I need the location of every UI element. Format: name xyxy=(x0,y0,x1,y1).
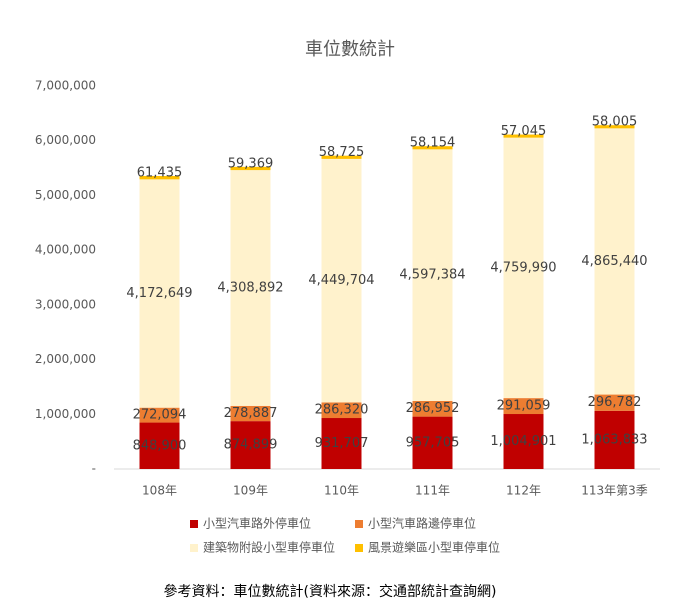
legend-label: 小型汽車路邊停車位 xyxy=(368,516,476,531)
bar-segment xyxy=(412,400,453,417)
data-label: 4,597,384 xyxy=(399,268,465,283)
legend-swatch xyxy=(355,544,363,552)
y-tick-label: 1,000,000 xyxy=(35,407,96,421)
bar-segment xyxy=(321,155,362,159)
bar-segment xyxy=(230,405,271,422)
data-label: 61,435 xyxy=(137,166,183,181)
bar-segment xyxy=(321,418,362,469)
bar-segment xyxy=(594,125,635,129)
data-label: 278,887 xyxy=(224,406,278,421)
data-label: 4,449,704 xyxy=(308,273,374,288)
bar-segment xyxy=(503,137,544,399)
x-tick-label: 109年 xyxy=(233,484,268,498)
y-tick-label: 3,000,000 xyxy=(35,297,96,311)
bar-segment xyxy=(230,170,271,406)
data-label: 4,865,440 xyxy=(581,254,647,269)
data-label: 1,063,833 xyxy=(581,432,647,447)
bar-segment xyxy=(321,402,362,419)
bar-segment xyxy=(412,416,453,469)
bar-segment xyxy=(321,158,362,403)
bar-segment xyxy=(139,422,180,469)
source-note: 參考資料：車位數統計(資料來源：交通部統計查詢網) xyxy=(164,583,497,600)
data-label: 58,005 xyxy=(592,115,638,130)
data-label: 291,059 xyxy=(497,399,551,414)
data-label: 272,094 xyxy=(133,408,187,423)
bar-segment xyxy=(594,394,635,411)
x-tick-label: 113年第3季 xyxy=(581,484,648,498)
x-tick-label: 108年 xyxy=(142,484,177,498)
data-label: 59,369 xyxy=(228,156,274,171)
bar-segment xyxy=(594,410,635,469)
data-label: 58,154 xyxy=(410,136,456,151)
legend-swatch xyxy=(190,544,198,552)
data-label: 848,900 xyxy=(133,438,187,453)
bar-segment xyxy=(503,398,544,415)
bar-segment xyxy=(594,128,635,395)
x-tick-label: 110年 xyxy=(324,484,359,498)
y-tick-label: 5,000,000 xyxy=(35,188,96,202)
data-label: 4,308,892 xyxy=(217,280,283,295)
bar-segment xyxy=(139,407,180,423)
data-label: 286,952 xyxy=(406,401,460,416)
y-tick-label: - xyxy=(92,462,96,476)
chart-title: 車位數統計 xyxy=(305,39,395,60)
bar-segment xyxy=(503,134,544,138)
x-tick-label: 112年 xyxy=(506,484,541,498)
y-tick-label: 6,000,000 xyxy=(35,133,96,147)
data-label: 931,707 xyxy=(315,436,369,451)
data-label: 4,759,990 xyxy=(490,260,556,275)
data-label: 286,320 xyxy=(315,403,369,418)
bar-segment xyxy=(230,166,271,171)
data-label: 874,899 xyxy=(224,438,278,453)
bar-segment xyxy=(503,414,544,469)
data-label: 296,782 xyxy=(588,395,642,410)
legend-label: 建築物附設小型車停車位 xyxy=(203,540,335,555)
bar-segment xyxy=(412,149,453,401)
legend-label: 風景遊樂區小型車停車位 xyxy=(368,540,500,555)
y-tick-label: 7,000,000 xyxy=(35,79,96,93)
data-label: 1,004,901 xyxy=(490,434,556,449)
legend-swatch xyxy=(190,520,198,528)
legend-swatch xyxy=(355,520,363,528)
bar-segment xyxy=(412,146,453,150)
bar-segment xyxy=(139,179,180,408)
data-label: 957,705 xyxy=(406,435,460,450)
x-tick-label: 111年 xyxy=(415,484,450,498)
bar-segment xyxy=(139,176,180,180)
bar-segment xyxy=(230,421,271,469)
data-label: 58,725 xyxy=(319,145,365,160)
y-tick-label: 2,000,000 xyxy=(35,352,96,366)
legend-label: 小型汽車路外停車位 xyxy=(203,516,311,531)
y-tick-label: 4,000,000 xyxy=(35,243,96,257)
data-label: 4,172,649 xyxy=(126,286,192,301)
data-label: 57,045 xyxy=(501,124,547,139)
